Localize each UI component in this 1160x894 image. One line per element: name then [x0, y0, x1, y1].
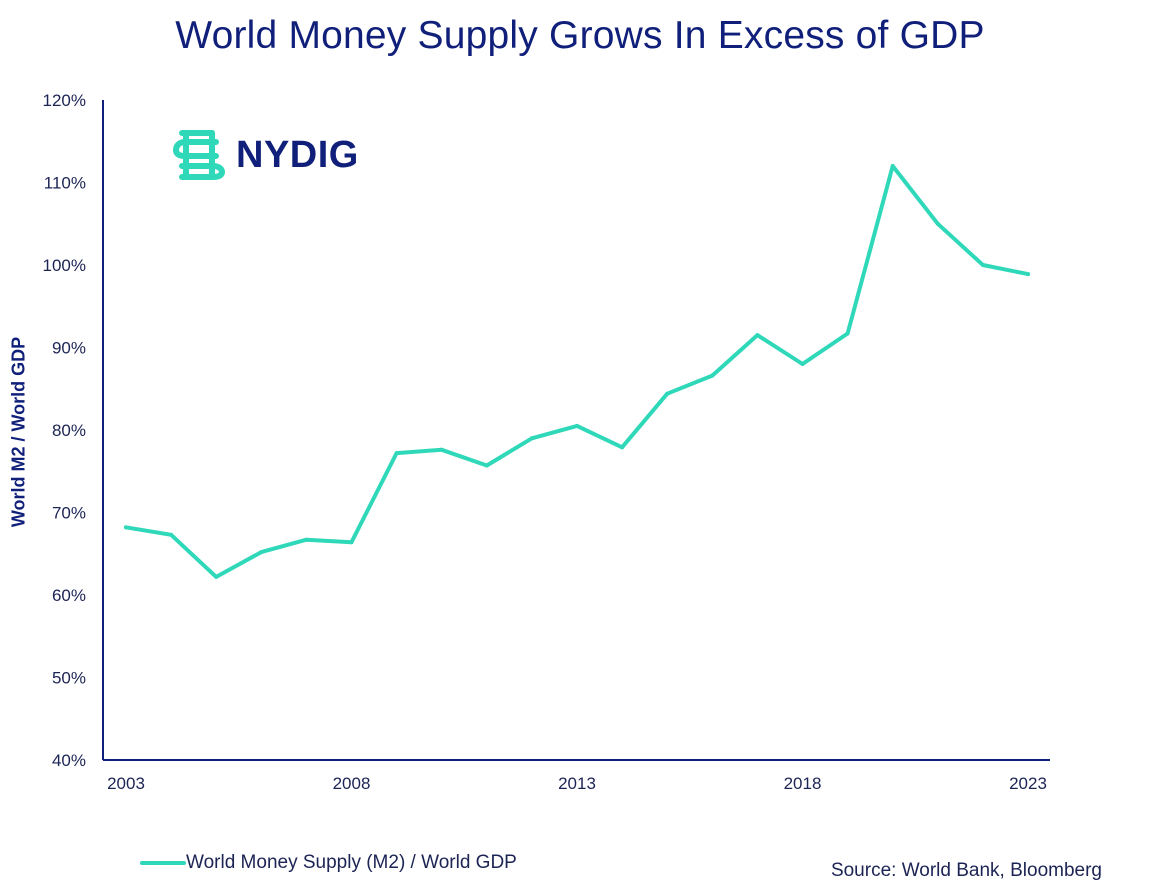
y-tick-label: 60%	[52, 586, 86, 605]
x-tick-label: 2003	[107, 774, 145, 793]
legend-swatch	[140, 861, 186, 865]
data-point	[575, 423, 579, 428]
y-tick-label: 70%	[52, 504, 86, 523]
x-tick-label: 2023	[1009, 774, 1047, 793]
data-point	[484, 463, 489, 468]
series-line	[124, 164, 1030, 579]
data-point	[1026, 272, 1030, 277]
data-point	[710, 373, 715, 378]
data-point	[665, 391, 670, 396]
source-note: Source: World Bank, Bloomberg	[830, 860, 1102, 881]
data-point	[800, 362, 805, 366]
y-axis-ticks: 40% 50% 60% 70% 80% 90% 100% 110% 120%	[43, 91, 86, 770]
data-point	[755, 333, 760, 338]
data-point	[169, 532, 174, 537]
data-point	[439, 447, 444, 452]
y-tick-label: 90%	[52, 339, 86, 358]
logo-text: NYDIG	[236, 133, 359, 176]
data-point	[394, 451, 399, 456]
data-point	[620, 445, 625, 450]
legend-label: World Money Supply (M2) / World GDP	[186, 852, 517, 873]
nydig-logo: NYDIG	[172, 128, 359, 182]
nydig-logo-icon	[173, 130, 225, 180]
x-tick-label: 2013	[558, 774, 596, 793]
data-point	[980, 263, 985, 267]
data-point	[124, 525, 128, 530]
y-tick-label: 80%	[52, 421, 86, 440]
y-tick-label: 50%	[52, 669, 86, 688]
data-point	[259, 550, 264, 555]
series-group	[124, 164, 1030, 579]
legend: World Money Supply (M2) / World GDP	[140, 852, 517, 874]
y-tick-label: 120%	[43, 91, 86, 110]
chart-title: World Money Supply Grows In Excess of GD…	[175, 14, 985, 57]
data-point	[845, 331, 850, 336]
y-tick-label: 100%	[43, 256, 86, 275]
data-point	[529, 436, 534, 441]
y-tick-label: 110%	[44, 174, 86, 193]
data-point	[890, 164, 895, 168]
data-point	[935, 221, 940, 226]
data-point	[304, 537, 309, 542]
x-tick-label: 2008	[333, 774, 371, 793]
x-axis-ticks: 2003 2008 2013 2018 2023	[107, 774, 1047, 793]
x-tick-label: 2018	[784, 774, 822, 793]
data-point	[349, 540, 354, 545]
data-point	[214, 574, 219, 579]
y-tick-label: 40%	[52, 751, 86, 770]
